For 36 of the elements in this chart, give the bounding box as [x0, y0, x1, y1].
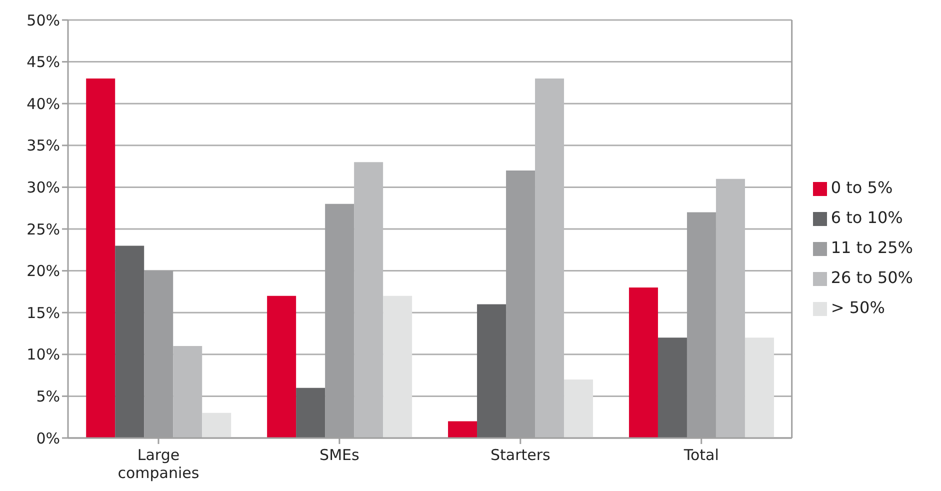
bar: [716, 178, 745, 438]
bar: [296, 388, 326, 438]
y-tick-label: 45%: [26, 53, 60, 72]
bar: [448, 421, 478, 438]
legend-label: 11 to 25%: [830, 238, 913, 257]
y-tick-label: 35%: [26, 136, 60, 155]
x-tick-label: Large companies: [118, 446, 200, 482]
y-tick-label: 15%: [26, 304, 60, 322]
y-tick-label: 25%: [26, 220, 60, 238]
legend-label: > 50%: [830, 298, 885, 317]
bar: [115, 246, 144, 438]
legend-label: 0 to 5%: [830, 178, 893, 197]
y-tick-label: 0%: [36, 429, 60, 448]
bar: [86, 78, 116, 438]
y-tick-label: 50%: [26, 11, 60, 30]
bar: [628, 288, 658, 438]
y-tick-label: 40%: [26, 94, 60, 113]
bar: [477, 304, 506, 438]
bar: [383, 296, 412, 438]
bar: [744, 338, 774, 438]
bar: [173, 346, 202, 438]
bar: [202, 412, 232, 438]
x-tick-label: Total: [682, 446, 719, 464]
bar: [354, 162, 384, 438]
bar: [564, 379, 594, 438]
bar: [658, 338, 687, 438]
y-tick-label: 10%: [26, 346, 60, 364]
bar: [267, 296, 296, 438]
x-tick-label: Starters: [490, 446, 551, 464]
legend-label: 6 to 10%: [830, 208, 903, 227]
y-tick-label: 20%: [26, 262, 60, 280]
y-tick-label: 30%: [26, 178, 60, 197]
x-tick-label: SMEs: [320, 446, 360, 464]
legend-label: 26 to 50%: [830, 268, 913, 287]
bar: [535, 78, 564, 438]
y-tick-label: 5%: [36, 388, 60, 406]
